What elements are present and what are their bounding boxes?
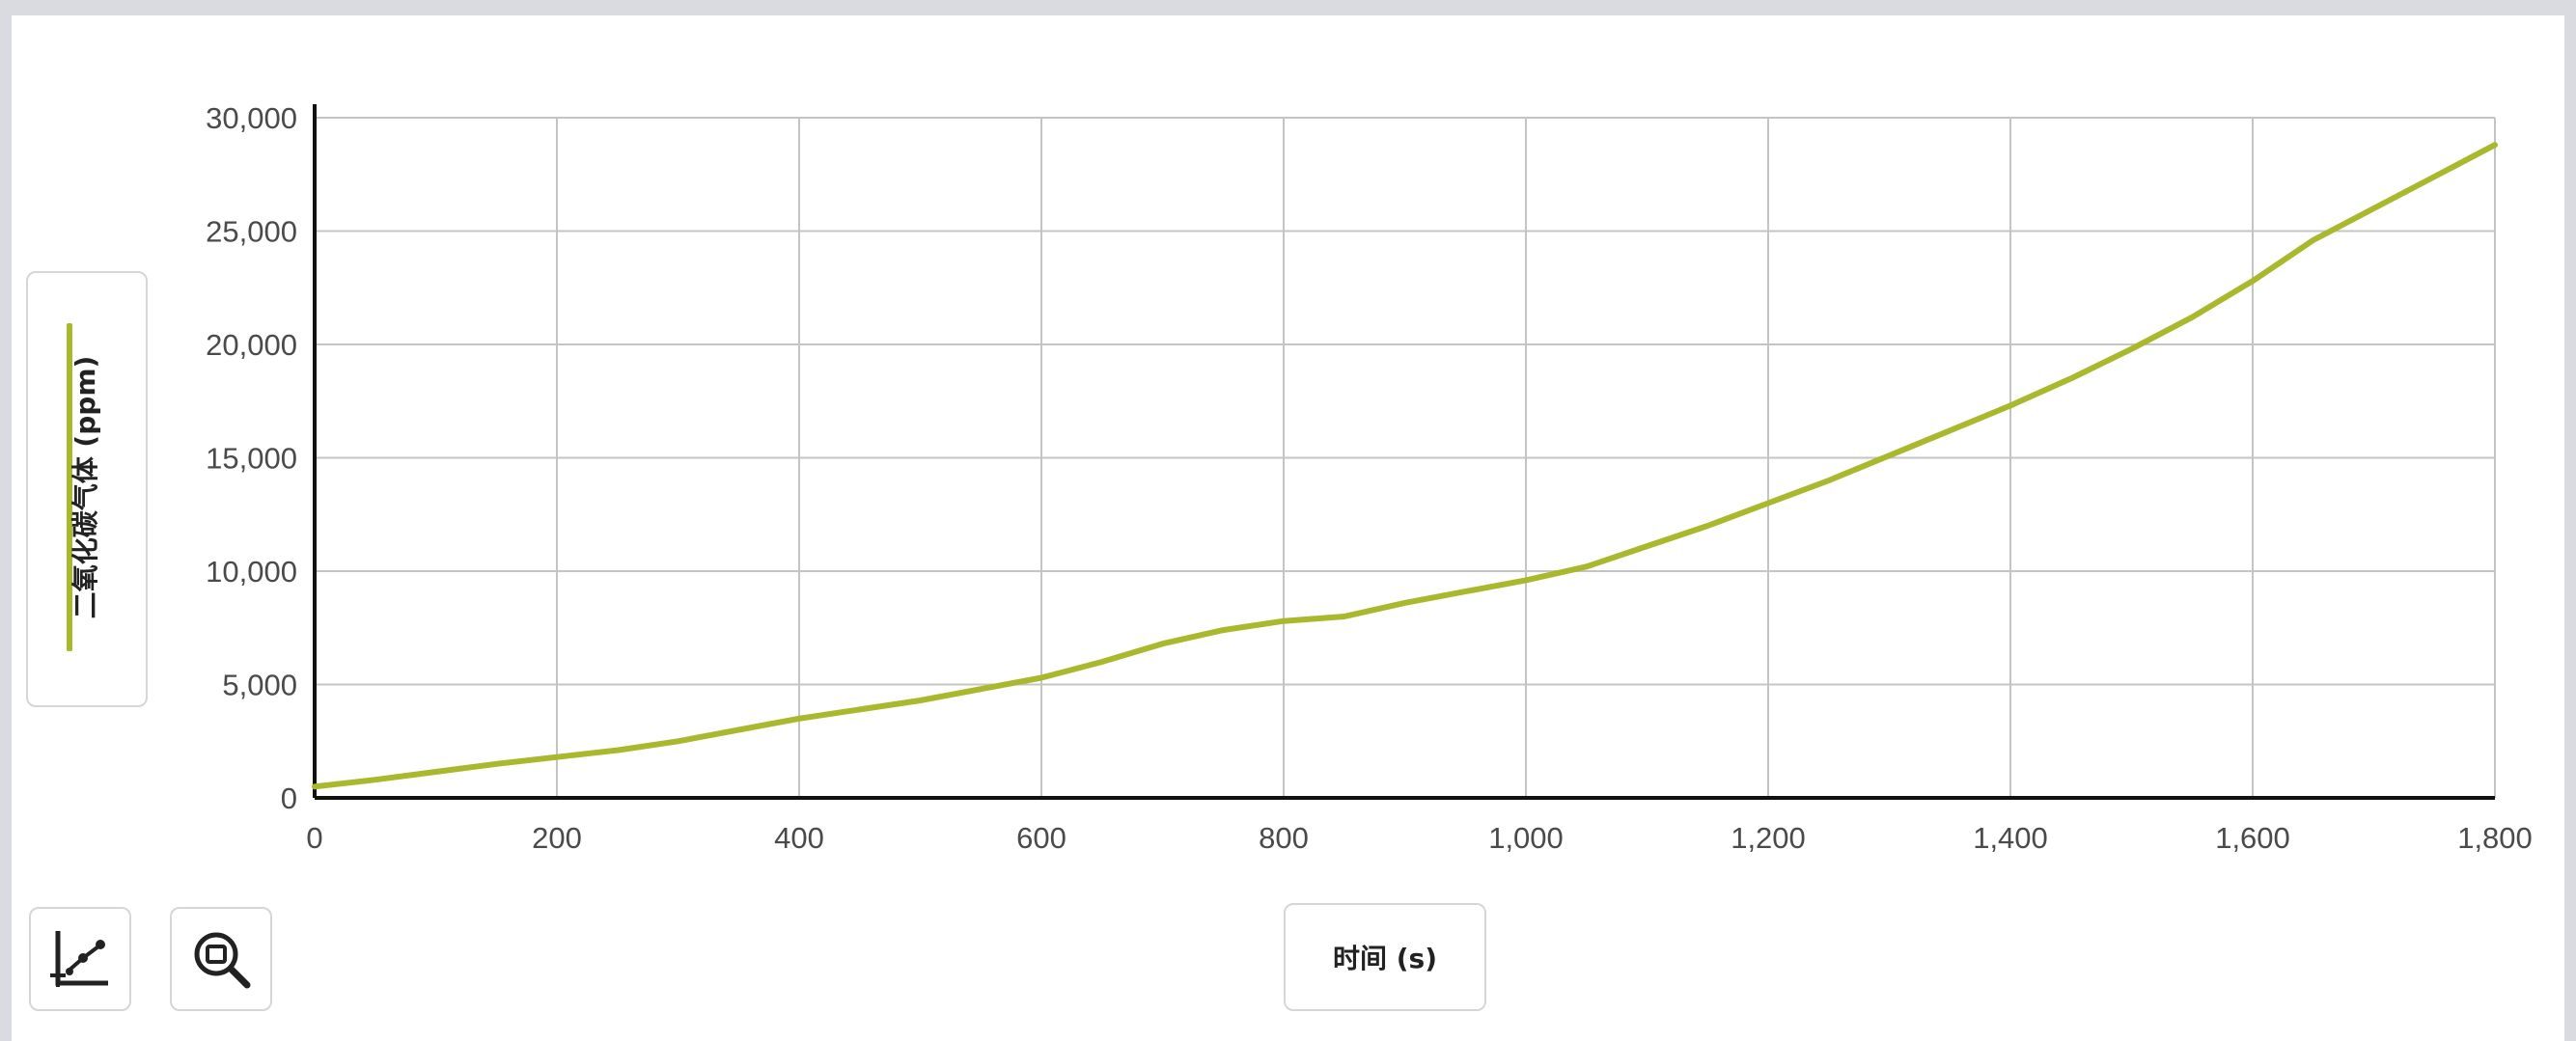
y-tick-label: 0	[281, 781, 297, 815]
y-tick-label: 15,000	[206, 442, 297, 476]
x-tick-label: 1,200	[1731, 821, 1806, 855]
x-tick-label: 0	[306, 821, 322, 855]
y-tick-labels: 0 5,000 10,000 15,000 20,000 25,000 30,000	[206, 101, 297, 815]
zoom-button[interactable]	[170, 907, 272, 1011]
y-axis-label: 二氧化碳气体 (ppm)	[69, 355, 101, 619]
x-tick-label: 1,000	[1488, 821, 1564, 855]
y-tick-label: 10,000	[206, 555, 297, 589]
x-tick-label: 1,600	[2215, 821, 2290, 855]
x-tick-label: 600	[1016, 821, 1066, 855]
y-tick-label: 20,000	[206, 328, 297, 362]
series-line	[312, 142, 2498, 790]
grid-lines	[315, 117, 2496, 798]
x-tick-label: 800	[1259, 821, 1309, 855]
chart-panel: 0 200 400 600 800 1,000 1,200 1,400 1,600 1,800 0…	[12, 15, 2564, 1041]
y-tick-label: 5,000	[222, 669, 297, 702]
graph-tool-icon	[50, 931, 108, 987]
legend-swatch	[67, 323, 72, 651]
x-tick-label: 400	[774, 821, 824, 855]
y-tick-label: 30,000	[206, 101, 297, 135]
line-chart: 0 200 400 600 800 1,000 1,200 1,400 1,600 1,800 0…	[206, 101, 2533, 855]
graph-tool-button[interactable]	[29, 907, 131, 1011]
legend[interactable]: 二氧化碳气体 (ppm)	[26, 271, 148, 707]
zoom-icon	[194, 932, 251, 989]
y-tick-label: 25,000	[206, 215, 297, 249]
series-layer	[312, 142, 2498, 790]
axes	[313, 104, 2495, 800]
x-tick-label: 1,400	[1973, 821, 2048, 855]
x-tick-label: 1,800	[2457, 821, 2533, 855]
x-tick-label: 200	[532, 821, 582, 855]
x-axis-label[interactable]: 时间 (s)	[1284, 903, 1486, 1011]
x-tick-labels: 0 200 400 600 800 1,000 1,200 1,400 1,600 1,800	[306, 821, 2532, 855]
